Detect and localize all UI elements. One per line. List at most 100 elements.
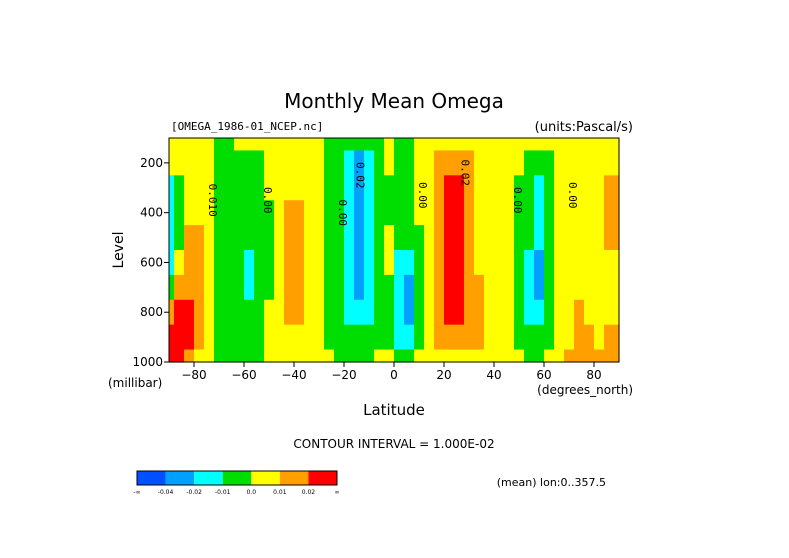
heatmap-cell <box>364 299 375 326</box>
heatmap-cell <box>169 225 175 251</box>
heatmap-cell <box>384 324 395 351</box>
heatmap-cell <box>254 274 265 301</box>
heatmap-cell <box>394 175 405 201</box>
heatmap-cell <box>424 175 435 201</box>
colorbar-label: -0.01 <box>215 489 231 496</box>
heatmap-cell <box>544 274 555 301</box>
heatmap-cell <box>604 150 615 176</box>
heatmap-cell <box>504 200 515 226</box>
heatmap-cell <box>354 274 365 301</box>
heatmap-cell <box>284 200 295 226</box>
heatmap-cell <box>564 299 575 326</box>
heatmap-cell <box>504 299 515 326</box>
heatmap-cell <box>424 250 435 276</box>
heatmap-cell <box>254 299 265 326</box>
heatmap-cell <box>504 175 515 201</box>
heatmap-cell <box>574 299 585 326</box>
heatmap-cell <box>384 274 395 301</box>
heatmap-cell <box>224 138 235 152</box>
heatmap-cell <box>194 274 205 301</box>
heatmap-cell <box>274 225 285 251</box>
heatmap-cell <box>214 138 225 152</box>
heatmap-cell <box>404 299 415 326</box>
heatmap-cell <box>604 250 615 276</box>
heatmap-cell <box>414 225 425 251</box>
heatmap-cell <box>484 175 495 201</box>
heatmap-cell <box>374 225 385 251</box>
y-tick-label: 1000 <box>132 355 163 369</box>
heatmap-cell <box>274 324 285 351</box>
x-axis-label: Latitude <box>363 401 425 419</box>
heatmap-cell <box>514 138 525 152</box>
heatmap-cell <box>494 200 505 226</box>
heatmap-cell <box>374 324 385 351</box>
heatmap-cell <box>194 200 205 226</box>
heatmap-cell <box>304 175 315 201</box>
heatmap-cell <box>184 225 195 251</box>
contour-label: 0.00 <box>416 182 429 209</box>
y-axis-ticks: 200 400 600 800 1000 <box>132 156 169 369</box>
heatmap-cell <box>564 150 575 176</box>
heatmap-cell <box>194 225 205 251</box>
heatmap-cell <box>554 324 565 351</box>
heatmap-cell <box>324 250 335 276</box>
colorbar-swatch <box>137 471 166 485</box>
x-tick-label: 80 <box>586 368 601 382</box>
colorbar-frame <box>136 470 338 486</box>
heatmap-cell <box>434 349 445 363</box>
heatmap-cell <box>274 349 285 363</box>
heatmap-cell <box>284 225 295 251</box>
colorbar-swatch <box>279 471 309 485</box>
heatmap-cell <box>584 274 595 301</box>
heatmap-cell <box>584 349 595 363</box>
heatmap-cell <box>244 349 255 363</box>
heatmap-cell <box>414 299 425 326</box>
heatmap-cell <box>384 138 395 152</box>
heatmap-cell <box>484 225 495 251</box>
heatmap-cell <box>434 250 445 276</box>
heatmap-cell <box>394 200 405 226</box>
heatmap-cell <box>234 200 245 226</box>
heatmap-cell <box>394 138 405 152</box>
x-tick-label: −80 <box>181 368 206 382</box>
heatmap-cell <box>294 324 305 351</box>
colorbar-label: -∞ <box>133 489 140 496</box>
heatmap-cell <box>304 274 315 301</box>
heatmap-cell <box>214 299 225 326</box>
heatmap-cell <box>169 349 175 363</box>
heatmap-cell <box>434 200 445 226</box>
heatmap-cell <box>304 138 315 152</box>
heatmap-cell <box>534 324 545 351</box>
heatmap-cell <box>614 150 620 176</box>
heatmap-cell <box>594 349 605 363</box>
heatmap-cell <box>174 250 185 276</box>
heatmap-cell <box>464 225 475 251</box>
heatmap-cell <box>484 349 495 363</box>
heatmap-cell <box>454 175 465 201</box>
heatmap-cell <box>394 299 405 326</box>
heatmap-cell <box>254 150 265 176</box>
heatmap-cell <box>354 349 365 363</box>
heatmap-cell <box>324 349 335 363</box>
heatmap-cells <box>169 138 620 363</box>
heatmap-cell <box>534 200 545 226</box>
heatmap-cell <box>204 175 215 201</box>
heatmap-cell <box>514 299 525 326</box>
colorbar-label: 0.01 <box>273 489 287 496</box>
heatmap-cell <box>424 225 435 251</box>
heatmap-cell <box>544 150 555 176</box>
heatmap-cell <box>194 324 205 351</box>
heatmap-cell <box>604 138 615 152</box>
heatmap-cell <box>444 274 455 301</box>
heatmap-cell <box>514 175 525 201</box>
heatmap-cell <box>444 150 455 176</box>
contour-labels: 0.010 0.00 0.00 0.02 0.00 0.02 0.00 0.00 <box>206 160 579 226</box>
heatmap-cell <box>534 274 545 301</box>
heatmap-cell <box>524 274 535 301</box>
heatmap-cell <box>224 200 235 226</box>
heatmap-cell <box>314 175 325 201</box>
heatmap-cell <box>214 324 225 351</box>
heatmap-cell <box>384 150 395 176</box>
heatmap-cell <box>294 349 305 363</box>
heatmap-cell <box>344 274 355 301</box>
